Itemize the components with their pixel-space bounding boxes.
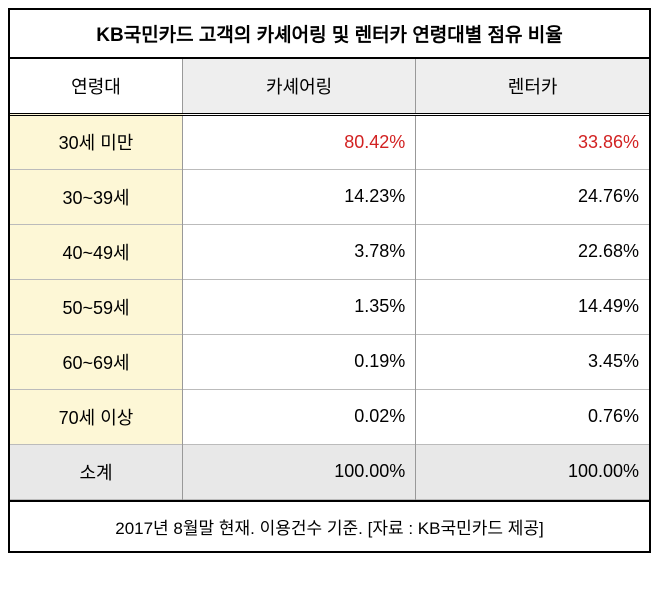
- cell-rental: 0.76%: [416, 389, 649, 444]
- data-table: 연령대 카셰어링 렌터카 30세 미만 80.42% 33.86% 30~39세…: [10, 59, 649, 500]
- cell-carsharing: 14.23%: [183, 169, 416, 224]
- cell-carsharing: 0.02%: [183, 389, 416, 444]
- subtotal-row: 소계 100.00% 100.00%: [10, 444, 649, 499]
- cell-carsharing: 3.78%: [183, 224, 416, 279]
- cell-rental: 24.76%: [416, 169, 649, 224]
- cell-carsharing: 80.42%: [183, 114, 416, 169]
- cell-age: 40~49세: [10, 224, 183, 279]
- cell-rental: 33.86%: [416, 114, 649, 169]
- table-row: 60~69세 0.19% 3.45%: [10, 334, 649, 389]
- table-body: 30세 미만 80.42% 33.86% 30~39세 14.23% 24.76…: [10, 114, 649, 499]
- header-carsharing: 카셰어링: [183, 59, 416, 114]
- cell-age: 70세 이상: [10, 389, 183, 444]
- table-row: 30~39세 14.23% 24.76%: [10, 169, 649, 224]
- cell-rental: 14.49%: [416, 279, 649, 334]
- subtotal-label: 소계: [10, 444, 183, 499]
- table-row: 40~49세 3.78% 22.68%: [10, 224, 649, 279]
- header-rental: 렌터카: [416, 59, 649, 114]
- cell-carsharing: 1.35%: [183, 279, 416, 334]
- table-title: KB국민카드 고객의 카셰어링 및 렌터카 연령대별 점유 비율: [10, 10, 649, 59]
- header-row: 연령대 카셰어링 렌터카: [10, 59, 649, 114]
- header-age: 연령대: [10, 59, 183, 114]
- table-row: 70세 이상 0.02% 0.76%: [10, 389, 649, 444]
- cell-age: 60~69세: [10, 334, 183, 389]
- cell-age: 30~39세: [10, 169, 183, 224]
- table-container: KB국민카드 고객의 카셰어링 및 렌터카 연령대별 점유 비율 연령대 카셰어…: [8, 8, 651, 553]
- cell-age: 30세 미만: [10, 114, 183, 169]
- table-footer: 2017년 8월말 현재. 이용건수 기준. [자료 : KB국민카드 제공]: [10, 500, 649, 551]
- cell-carsharing: 0.19%: [183, 334, 416, 389]
- subtotal-carsharing: 100.00%: [183, 444, 416, 499]
- cell-age: 50~59세: [10, 279, 183, 334]
- subtotal-rental: 100.00%: [416, 444, 649, 499]
- table-row: 30세 미만 80.42% 33.86%: [10, 114, 649, 169]
- cell-rental: 3.45%: [416, 334, 649, 389]
- table-row: 50~59세 1.35% 14.49%: [10, 279, 649, 334]
- cell-rental: 22.68%: [416, 224, 649, 279]
